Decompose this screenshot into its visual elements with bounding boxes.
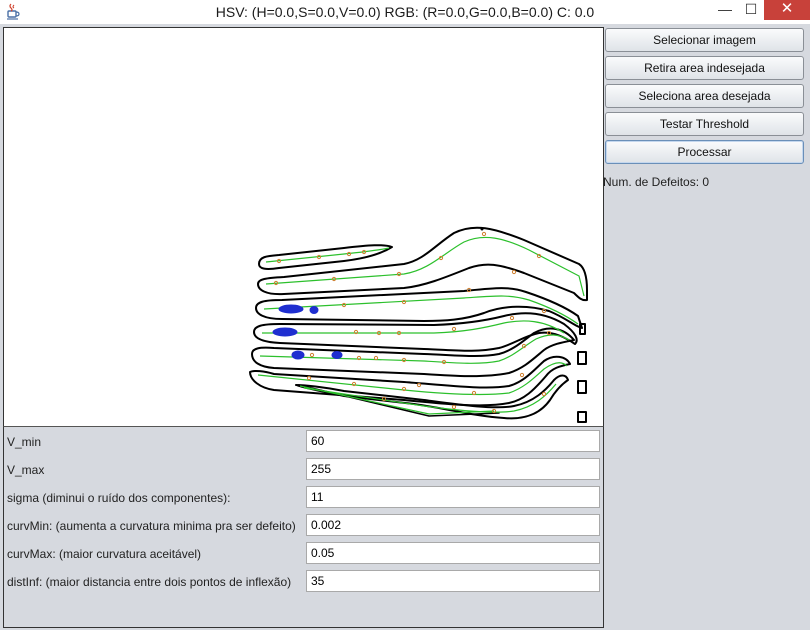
vmin-input[interactable] <box>306 430 600 452</box>
param-row-vmin: V_min <box>4 430 603 454</box>
param-label-sigma: sigma (diminui o ruído dos componentes): <box>7 491 231 505</box>
param-row-vmax: V_max <box>4 458 603 482</box>
param-label-curvmax: curvMax: (maior curvatura aceitável) <box>7 547 202 561</box>
test-threshold-button[interactable]: Testar Threshold <box>605 112 804 136</box>
close-icon[interactable]: ✕ <box>764 0 810 20</box>
param-row-distinf: distInf: (maior distancia entre dois pon… <box>4 570 603 594</box>
param-row-sigma: sigma (diminui o ruído dos componentes): <box>4 486 603 510</box>
select-image-button[interactable]: Selecionar imagem <box>605 28 804 52</box>
param-label-vmin: V_min <box>7 435 42 449</box>
process-button[interactable]: Processar <box>605 140 804 164</box>
param-label-curvmin: curvMin: (aumenta a curvatura minima pra… <box>7 519 296 533</box>
sigma-input[interactable] <box>306 486 600 508</box>
window-title: HSV: (H=0.0,S=0.0,V=0.0) RGB: (R=0.0,G=0… <box>215 4 595 20</box>
minimize-icon[interactable]: — <box>718 1 732 17</box>
processed-image <box>249 226 588 423</box>
defects-count-label: Num. de Defeitos: 0 <box>603 175 710 189</box>
param-row-curvmin: curvMin: (aumenta a curvatura minima pra… <box>4 514 603 538</box>
curvmax-input[interactable] <box>306 542 600 564</box>
distinf-input[interactable] <box>306 570 600 592</box>
java-cup-icon <box>7 3 20 20</box>
param-label-vmax: V_max <box>7 463 45 477</box>
title-bar: HSV: (H=0.0,S=0.0,V=0.0) RGB: (R=0.0,G=0… <box>0 0 810 24</box>
sidebar: Selecionar imagem Retira area indesejada… <box>603 25 810 630</box>
remove-area-button[interactable]: Retira area indesejada <box>605 56 804 80</box>
param-label-distinf: distInf: (maior distancia entre dois pon… <box>7 575 292 589</box>
curvmin-input[interactable] <box>306 514 600 536</box>
maximize-icon[interactable]: ☐ <box>744 1 758 17</box>
param-row-curvmax: curvMax: (maior curvatura aceitável) <box>4 542 603 566</box>
vmax-input[interactable] <box>306 458 600 480</box>
image-canvas[interactable] <box>3 27 604 427</box>
select-area-button[interactable]: Seleciona area desejada <box>605 84 804 108</box>
parameters-panel: V_min V_max sigma (diminui o ruído dos c… <box>3 426 604 628</box>
